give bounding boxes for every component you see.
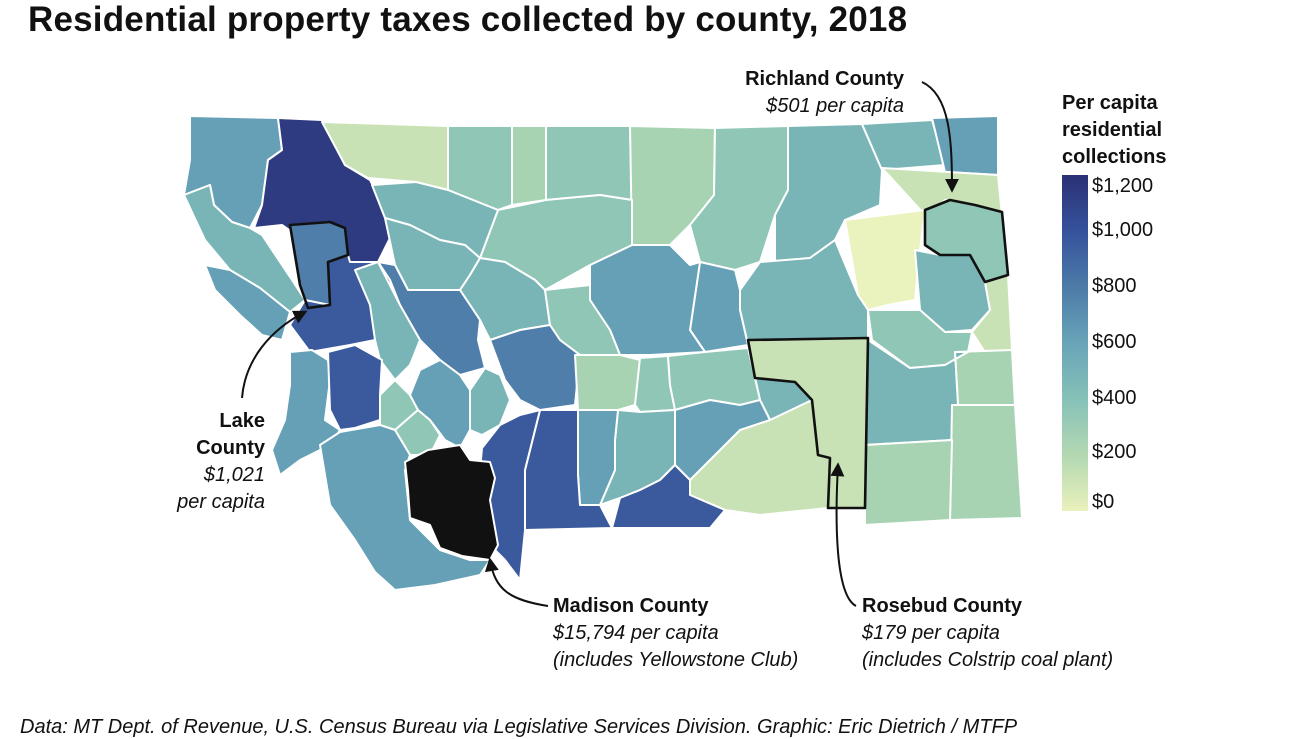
source-credit: Data: MT Dept. of Revenue, U.S. Census B… <box>20 716 1018 738</box>
lake-callout: Lake County $1,021 per capita <box>120 408 265 516</box>
madison-name: Madison County <box>553 595 709 617</box>
legend-title-line3: collections <box>1062 146 1167 168</box>
lake-county-outline <box>288 220 350 310</box>
county-shape[interactable] <box>319 424 491 591</box>
rosebud-name: Rosebud County <box>862 595 1022 617</box>
county-shape[interactable] <box>611 464 726 529</box>
richland-value: $501 per capita <box>766 95 904 117</box>
richland-name: Richland County <box>745 68 904 90</box>
county-shape[interactable] <box>949 404 1023 521</box>
rosebud-note: (includes Colstrip coal plant) <box>862 649 1114 671</box>
county-shape[interactable] <box>864 439 953 526</box>
rosebud-callout: Rosebud County $179 per capita (includes… <box>862 593 1113 674</box>
legend-tick: $800 <box>1092 275 1137 297</box>
richland-arrow <box>921 81 959 193</box>
county-shape[interactable] <box>327 344 383 431</box>
madison-callout: Madison County $15,794 per capita (inclu… <box>553 593 798 674</box>
legend-title: Per capita residential collections <box>1062 90 1166 171</box>
lake-name-line1: Lake <box>219 410 265 432</box>
rosebud-arrow <box>830 462 857 607</box>
lake-value-line2: per capita <box>177 491 265 513</box>
richland-county-outline <box>923 198 1010 284</box>
county-shape[interactable] <box>469 367 511 436</box>
county-shape[interactable] <box>354 261 421 381</box>
legend-title-line1: Per capita <box>1062 92 1158 114</box>
lake-value-line1: $1,021 <box>203 464 265 486</box>
legend-tick: $400 <box>1092 387 1137 409</box>
legend-title-line2: residential <box>1062 119 1163 141</box>
map-title: Residential property taxes collected by … <box>28 0 908 39</box>
legend-color-ramp <box>1062 175 1088 511</box>
madison-note: (includes Yellowstone Club) <box>553 649 799 671</box>
county-shape[interactable] <box>511 125 547 206</box>
legend-tick: $1,000 <box>1092 219 1154 241</box>
county-shape[interactable] <box>574 354 641 411</box>
county-shape[interactable] <box>447 125 513 211</box>
lake-name-line2: County <box>196 437 265 459</box>
legend-tick: $200 <box>1092 441 1137 463</box>
county-shape[interactable] <box>404 444 499 561</box>
madison-value: $15,794 per capita <box>553 622 719 644</box>
madison-arrow <box>484 557 549 607</box>
county-shape[interactable] <box>954 349 1016 406</box>
rosebud-county-outline <box>746 336 870 510</box>
rosebud-value: $179 per capita <box>862 622 1000 644</box>
county-shape[interactable] <box>204 264 291 341</box>
county-shape[interactable] <box>545 125 633 201</box>
legend-tick: $0 <box>1092 491 1115 513</box>
legend-tick: $1,200 <box>1092 175 1154 197</box>
richland-callout: Richland County $501 per capita <box>704 66 904 120</box>
lake-arrow <box>241 310 308 399</box>
legend-tick: $600 <box>1092 331 1137 353</box>
